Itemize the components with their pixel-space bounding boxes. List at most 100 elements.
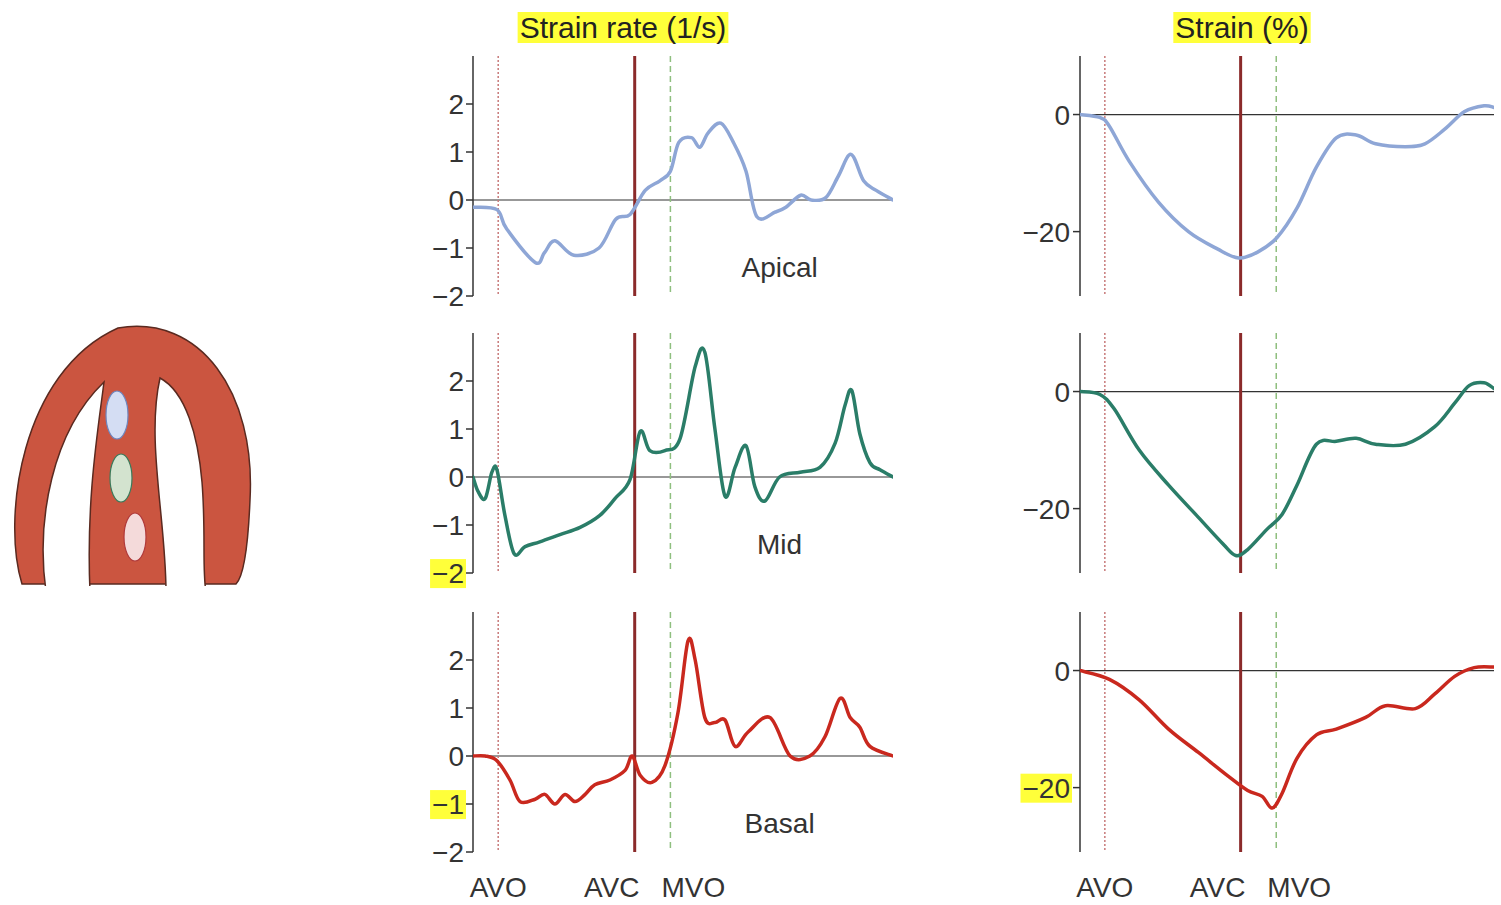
zero-line bbox=[1080, 391, 1494, 392]
y-tick-label: 1 bbox=[448, 693, 464, 724]
x-tick-label: MVO bbox=[661, 872, 725, 903]
event-line-avc bbox=[1239, 333, 1242, 573]
y-tick-label: −20 bbox=[1023, 494, 1071, 525]
y-tick bbox=[466, 572, 473, 574]
series-line bbox=[473, 348, 893, 555]
right-ventricle-cavity bbox=[43, 382, 104, 592]
y-tick bbox=[1073, 508, 1080, 510]
y-tick-label: 0 bbox=[448, 185, 464, 216]
heart-schematic bbox=[0, 326, 260, 598]
heart-base-mask bbox=[0, 586, 260, 598]
zero-line bbox=[473, 476, 893, 477]
panel: −2 −1 0 1 2 Mid bbox=[430, 333, 893, 589]
tick-highlight bbox=[1021, 774, 1073, 803]
zero-line bbox=[473, 199, 893, 200]
y-axis bbox=[472, 333, 474, 573]
y-tick-label: −2 bbox=[432, 558, 464, 589]
y-tick-label: −20 bbox=[1023, 217, 1071, 248]
figure: Strain rate (1/s) −2 −1 0 1 2 Apical −2 −1 0 1 2 Mid… bbox=[0, 0, 1501, 905]
y-tick bbox=[466, 707, 473, 709]
series-line bbox=[473, 123, 893, 263]
y-tick-label: 1 bbox=[448, 137, 464, 168]
y-tick bbox=[466, 151, 473, 153]
y-tick bbox=[466, 851, 473, 853]
event-line-mvo bbox=[1275, 56, 1277, 296]
y-tick bbox=[1073, 231, 1080, 233]
y-axis bbox=[1079, 56, 1081, 296]
y-tick bbox=[466, 103, 473, 105]
plot-area bbox=[1080, 383, 1494, 556]
y-tick bbox=[466, 755, 473, 757]
y-tick-label: −2 bbox=[432, 281, 464, 312]
y-tick-label: 1 bbox=[448, 414, 464, 445]
y-tick bbox=[466, 295, 473, 297]
series-line bbox=[1080, 667, 1494, 808]
event-line-avo bbox=[497, 612, 499, 852]
y-tick-label: 0 bbox=[448, 741, 464, 772]
y-tick bbox=[1073, 787, 1080, 789]
plot-area bbox=[473, 638, 893, 804]
event-line-avc bbox=[1239, 612, 1242, 852]
y-tick-label: −1 bbox=[432, 510, 464, 541]
segment-label: Apical bbox=[741, 252, 817, 283]
segment-mid bbox=[110, 454, 132, 502]
series-line bbox=[473, 638, 893, 804]
panel: −20 0 bbox=[1023, 333, 1495, 573]
panel: −2−1012AVOAVCMVOBasal bbox=[430, 612, 893, 903]
y-tick bbox=[466, 659, 473, 661]
series-line bbox=[1080, 106, 1494, 258]
y-axis bbox=[1079, 612, 1081, 852]
y-tick bbox=[466, 803, 473, 805]
event-line-avc bbox=[633, 56, 636, 296]
segment-basal bbox=[124, 513, 146, 561]
y-tick-label: 0 bbox=[448, 462, 464, 493]
y-tick-label: 2 bbox=[448, 366, 464, 397]
x-tick-label: AVC bbox=[1190, 872, 1246, 903]
panel-title: Strain (%) bbox=[1175, 11, 1308, 44]
zero-line bbox=[1080, 114, 1494, 115]
event-line-avc bbox=[633, 612, 636, 852]
panel: Strain rate (1/s)−2−1012Apical bbox=[432, 11, 893, 312]
event-line-avo bbox=[1104, 56, 1106, 296]
series-line bbox=[1080, 383, 1494, 556]
event-line-avo bbox=[1104, 612, 1106, 852]
segment-label: Mid bbox=[757, 529, 802, 560]
x-tick-label: AVO bbox=[1076, 872, 1133, 903]
panel-title: Strain rate (1/s) bbox=[520, 11, 727, 44]
event-line-avo bbox=[497, 56, 499, 296]
y-tick-label: 0 bbox=[1054, 377, 1070, 408]
y-tick-label: −20 bbox=[1023, 773, 1071, 804]
y-tick-label: 2 bbox=[448, 645, 464, 676]
plot-area bbox=[473, 348, 893, 555]
zero-line bbox=[1080, 670, 1494, 671]
y-tick bbox=[466, 380, 473, 382]
y-axis bbox=[1079, 333, 1081, 573]
y-tick bbox=[466, 524, 473, 526]
x-tick-label: AVO bbox=[470, 872, 527, 903]
plot-area bbox=[1080, 106, 1494, 258]
title-highlight bbox=[518, 12, 729, 43]
event-line-mvo bbox=[1275, 333, 1277, 573]
y-tick bbox=[466, 476, 473, 478]
event-line-mvo bbox=[670, 333, 672, 573]
tick-highlight bbox=[430, 559, 466, 588]
y-tick bbox=[466, 247, 473, 249]
event-line-avo bbox=[1104, 333, 1106, 573]
event-line-mvo bbox=[670, 612, 672, 852]
y-tick bbox=[1073, 391, 1080, 393]
y-tick bbox=[466, 428, 473, 430]
tick-highlight bbox=[430, 790, 466, 819]
event-line-mvo bbox=[670, 56, 672, 296]
y-tick bbox=[1073, 670, 1080, 672]
x-tick-label: AVC bbox=[584, 872, 640, 903]
event-line-avc bbox=[1239, 56, 1242, 296]
panel: Strain (%) −20 0 bbox=[1023, 11, 1495, 296]
y-tick bbox=[1073, 114, 1080, 116]
left-ventricle-cavity bbox=[155, 378, 206, 592]
y-tick-label: 0 bbox=[1054, 100, 1070, 131]
event-line-avo bbox=[497, 333, 499, 573]
y-tick-label: −1 bbox=[432, 233, 464, 264]
plot-area bbox=[1080, 667, 1494, 808]
y-tick-label: 0 bbox=[1054, 656, 1070, 687]
segment-label: Basal bbox=[745, 808, 815, 839]
